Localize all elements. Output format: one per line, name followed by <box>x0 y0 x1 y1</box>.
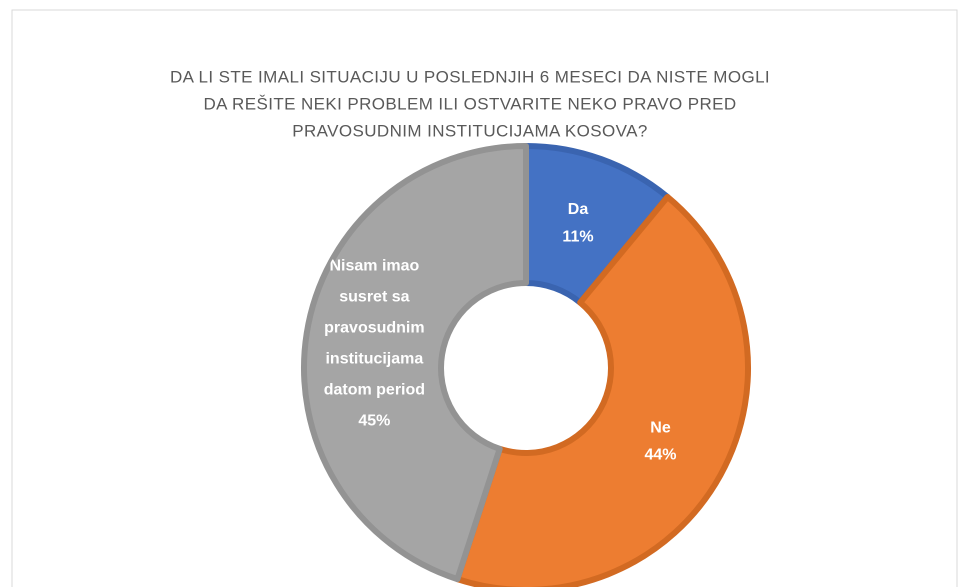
label-group: Nisam imao susret sa pravosudnim institucij… <box>324 258 425 430</box>
data-label-category: Ne <box>650 420 671 437</box>
data-label-category: Da <box>568 201 589 218</box>
data-label-value: 11% <box>562 228 593 245</box>
chart-title: DA LI STE IMALI SITUACIJU U POSLEDNJIH 6… <box>170 67 770 86</box>
donut-slice <box>523 143 671 306</box>
chart-title: PRAVOSUDNIM INSTITUCIJAMA KOSOVA? <box>292 121 647 140</box>
data-label-value: 44% <box>644 447 676 464</box>
donut-slice <box>301 143 529 583</box>
chart-title: DA REŠITE NEKI PROBLEM ILI OSTVARITE NEK… <box>203 94 736 113</box>
data-label-value: 45% <box>358 413 390 430</box>
data-label-category: Nisam imao susret sa pravosudnim institucij… <box>324 258 425 399</box>
donut-slice <box>454 193 751 587</box>
